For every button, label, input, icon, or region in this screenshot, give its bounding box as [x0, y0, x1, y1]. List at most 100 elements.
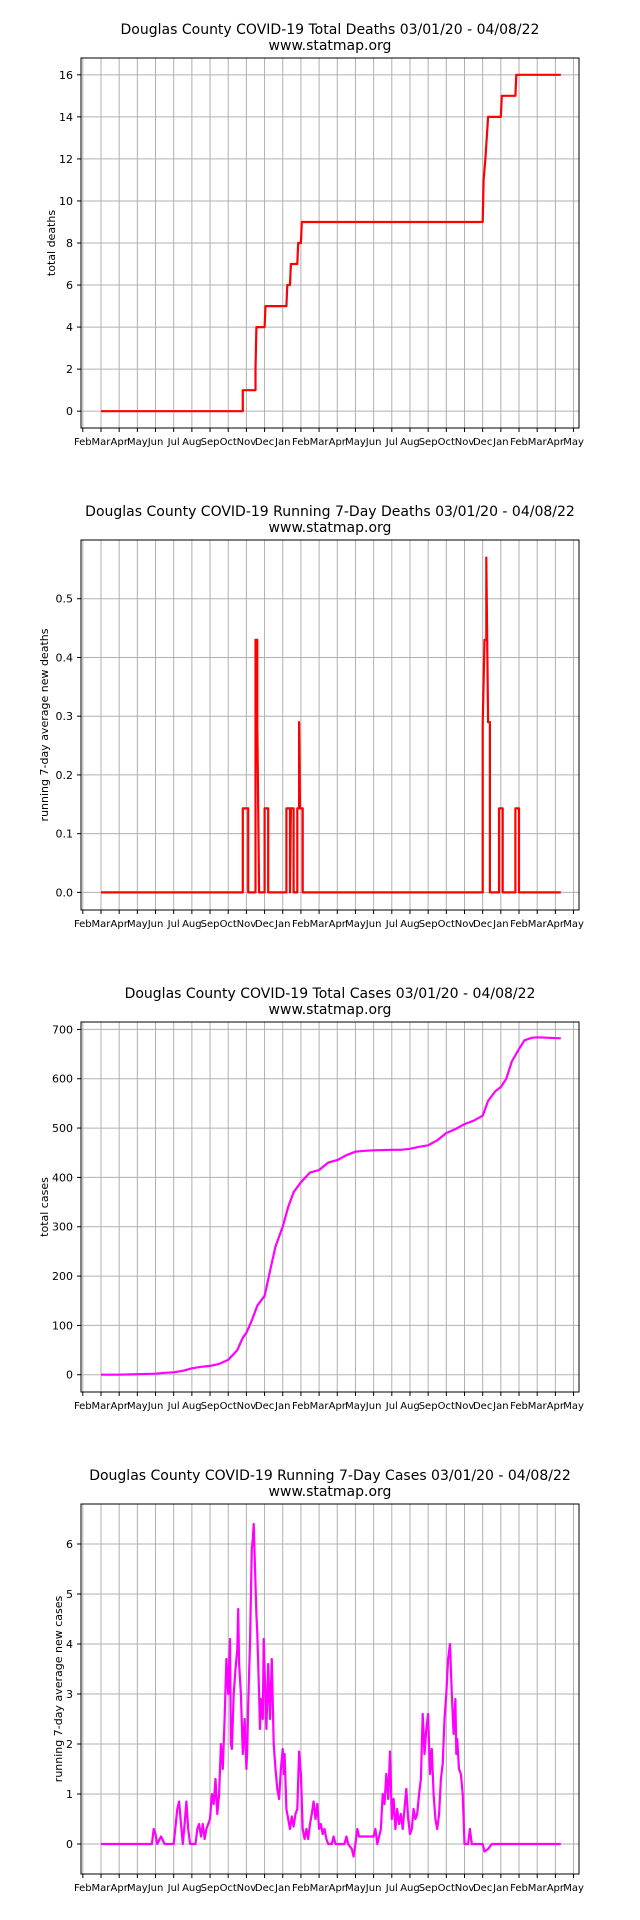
x-tick-label: Feb	[74, 1401, 92, 1412]
y-tick-label: 100	[52, 1319, 73, 1332]
x-tick-label: Dec	[255, 919, 274, 930]
x-tick-label: Oct	[438, 437, 455, 448]
x-tick-label: Jan	[274, 919, 290, 930]
x-tick-label: Jun	[365, 919, 382, 930]
x-tick-label: Feb	[74, 1883, 92, 1894]
x-tick-label: Mar	[310, 1401, 330, 1412]
x-tick-label: Feb	[292, 1883, 310, 1894]
x-tick-label: Mar	[310, 919, 330, 930]
y-tick-label: 0.4	[56, 651, 74, 664]
x-tick-label: Sep	[201, 919, 220, 930]
x-tick-label: Nov	[455, 919, 475, 930]
y-tick-label: 0.5	[56, 593, 74, 606]
x-tick-label: Apr	[547, 919, 565, 930]
x-tick-label: Jun	[147, 919, 164, 930]
x-tick-label: Mar	[528, 919, 548, 930]
x-tick-label: Mar	[310, 437, 330, 448]
x-tick-label: Feb	[74, 437, 92, 448]
x-tick-label: May	[563, 1401, 584, 1412]
series-line	[101, 556, 561, 894]
x-tick-label: Feb	[510, 919, 528, 930]
x-tick-label: Nov	[237, 437, 257, 448]
x-tick-label: Apr	[329, 1883, 347, 1894]
x-tick-label: Jan	[492, 919, 508, 930]
chart-title: Douglas County COVID-19 Running 7-Day De…	[85, 504, 575, 520]
x-tick-label: Aug	[400, 919, 420, 930]
y-tick-label: 10	[59, 195, 73, 208]
x-tick-label: Sep	[419, 1401, 438, 1412]
x-tick-label: Jul	[167, 437, 180, 448]
x-tick-label: Apr	[111, 1883, 129, 1894]
x-tick-label: Oct	[438, 1401, 455, 1412]
x-tick-label: Dec	[255, 1883, 274, 1894]
chart-deaths-total: Douglas County COVID-19 Total Deaths 03/…	[45, 22, 584, 448]
x-tick-label: Oct	[438, 919, 455, 930]
x-tick-label: Mar	[528, 437, 548, 448]
chart-title: Douglas County COVID-19 Total Deaths 03/…	[121, 22, 540, 38]
y-tick-label: 16	[59, 69, 73, 82]
x-tick-label: Jul	[385, 919, 398, 930]
series-line	[101, 73, 561, 413]
x-tick-label: Mar	[310, 1883, 330, 1894]
plot-frame	[80, 1021, 580, 1393]
x-tick-label: May	[127, 437, 148, 448]
x-tick-label: Jul	[167, 1883, 180, 1894]
x-tick-label: Apr	[547, 1883, 565, 1894]
x-tick-label: Sep	[419, 437, 438, 448]
y-tick-label: 4	[66, 321, 73, 334]
y-tick-label: 200	[52, 1270, 73, 1283]
x-tick-label: Jun	[147, 1401, 164, 1412]
x-tick-label: May	[127, 1401, 148, 1412]
x-tick-label: Jan	[492, 1883, 508, 1894]
y-tick-label: 500	[52, 1122, 73, 1135]
x-tick-label: Apr	[329, 919, 347, 930]
y-tick-label: 0	[66, 1369, 73, 1382]
chart-subtitle: www.statmap.org	[269, 520, 392, 536]
x-tick-label: May	[127, 919, 148, 930]
x-tick-label: Sep	[419, 919, 438, 930]
x-tick-label: Sep	[201, 1883, 220, 1894]
y-tick-label: 2	[66, 1738, 73, 1751]
x-tick-label: Dec	[473, 919, 492, 930]
x-tick-label: Dec	[473, 1401, 492, 1412]
x-tick-label: Nov	[237, 1883, 257, 1894]
x-tick-label: Dec	[255, 1401, 274, 1412]
x-tick-label: Apr	[111, 1401, 129, 1412]
plot-frame	[80, 57, 580, 429]
x-tick-label: Nov	[237, 919, 257, 930]
x-tick-label: Oct	[220, 437, 237, 448]
y-tick-label: 3	[66, 1688, 73, 1701]
x-tick-label: May	[563, 919, 584, 930]
y-axis-label: running 7-day average new cases	[52, 1596, 65, 1783]
x-tick-label: Oct	[438, 1883, 455, 1894]
x-tick-label: Apr	[547, 437, 565, 448]
x-tick-label: Jun	[365, 437, 382, 448]
y-tick-label: 6	[66, 1538, 73, 1551]
chart-cases-7day: Douglas County COVID-19 Running 7-Day Ca…	[52, 1468, 584, 1894]
y-tick-label: 8	[66, 237, 73, 250]
x-tick-label: Sep	[419, 1883, 438, 1894]
x-tick-label: Jan	[492, 437, 508, 448]
y-axis-label: total deaths	[45, 210, 58, 276]
x-tick-label: Feb	[510, 437, 528, 448]
x-tick-label: Oct	[220, 919, 237, 930]
x-tick-label: Nov	[455, 437, 475, 448]
y-axis-label: running 7-day average new deaths	[38, 628, 51, 821]
x-tick-label: Oct	[220, 1883, 237, 1894]
y-tick-label: 600	[52, 1073, 73, 1086]
chart-deaths-7day: Douglas County COVID-19 Running 7-Day De…	[38, 504, 584, 930]
y-tick-label: 14	[59, 111, 73, 124]
y-tick-label: 5	[66, 1588, 73, 1601]
x-tick-label: Feb	[292, 919, 310, 930]
chart-title: Douglas County COVID-19 Running 7-Day Ca…	[89, 1468, 571, 1484]
y-tick-label: 6	[66, 279, 73, 292]
x-tick-label: May	[345, 437, 366, 448]
x-tick-label: May	[563, 437, 584, 448]
x-tick-label: May	[345, 919, 366, 930]
y-tick-label: 12	[59, 153, 73, 166]
x-tick-label: May	[345, 1883, 366, 1894]
x-tick-label: Jun	[365, 1401, 382, 1412]
y-tick-label: 2	[66, 363, 73, 376]
x-tick-label: Aug	[182, 919, 202, 930]
